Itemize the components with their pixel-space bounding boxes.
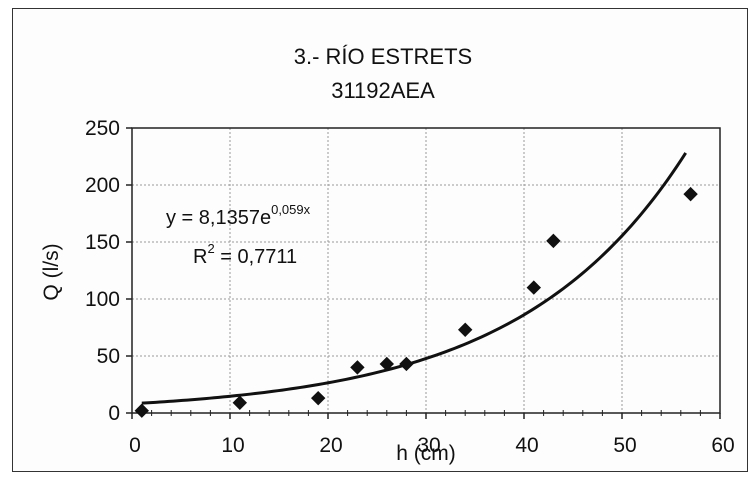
y-tick-label: 200 [85, 174, 120, 197]
data-points [134, 186, 698, 418]
y-tick-label: 250 [85, 117, 120, 140]
data-point [232, 395, 248, 410]
data-point [379, 356, 395, 372]
data-point [134, 403, 150, 418]
data-point [526, 280, 542, 295]
data-point [546, 233, 561, 249]
exponential-trendline [141, 152, 687, 405]
grid-lines [132, 128, 720, 413]
x-tick-label: 10 [221, 434, 244, 457]
data-point [399, 356, 414, 372]
y-axis-ticks: 0 50 100 150 200 250 [85, 117, 132, 425]
x-axis-label: h (cm) [396, 442, 456, 465]
x-axis-ticks: 0 10 20 30 40 50 60 [129, 410, 735, 457]
plot-area [131, 127, 721, 414]
data-point [310, 390, 326, 406]
y-tick-label: 50 [97, 345, 120, 368]
data-point [350, 360, 365, 375]
x-tick-label: 50 [613, 434, 636, 457]
data-point [683, 186, 698, 202]
r-squared-label: R2 = 0,7711 [193, 241, 297, 268]
y-tick-label: 100 [85, 288, 120, 311]
y-tick-label: 150 [85, 231, 120, 254]
x-tick-label: 30 [417, 434, 440, 457]
chart-title: 3.- RÍO ESTRETS [294, 44, 472, 69]
chart-frame [12, 8, 748, 472]
x-tick-label: 0 [129, 434, 141, 457]
chart-subtitle: 31192AEA [331, 78, 435, 103]
x-tick-label: 20 [319, 434, 342, 457]
x-tick-label: 60 [711, 434, 734, 457]
x-tick-label: 40 [515, 434, 538, 457]
trendline-equation: y = 8,1357e0,059x [166, 202, 311, 229]
y-axis-label: Q (l/s) [40, 243, 63, 300]
data-point [457, 322, 473, 337]
y-tick-label: 0 [108, 402, 120, 425]
